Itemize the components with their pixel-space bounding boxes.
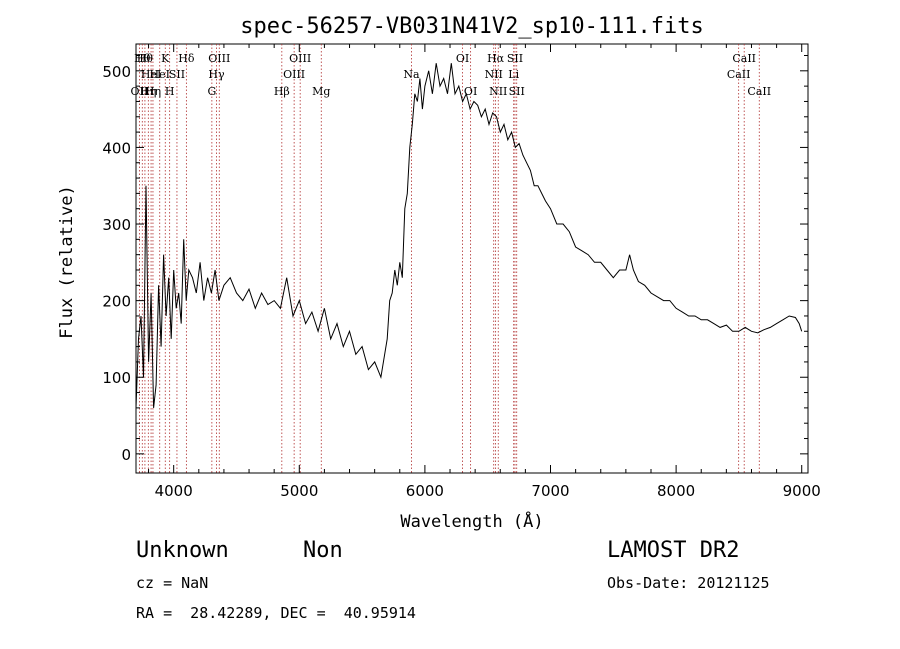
x-tick-label: 7000 <box>531 482 569 500</box>
x-tick-label: 4000 <box>155 482 193 500</box>
line-label: CaII <box>747 85 771 98</box>
line-label: Na <box>403 68 420 81</box>
line-label: OI <box>464 85 477 98</box>
line-label: SII <box>169 68 185 81</box>
line-label: H <box>165 85 175 98</box>
line-label: Hβ <box>274 85 290 98</box>
y-tick-label: 400 <box>102 139 131 157</box>
line-label: SII <box>509 85 525 98</box>
x-tick-label: 8000 <box>657 482 695 500</box>
x-tick-label: 5000 <box>280 482 318 500</box>
line-label: OIII <box>289 52 311 65</box>
line-label: Hα <box>487 52 505 65</box>
obs-date-text: Obs-Date: 20121125 <box>607 574 770 592</box>
redshift-text: cz = NaN <box>136 574 209 592</box>
line-label: OIII <box>208 52 230 65</box>
y-axis-label: Flux (relative) <box>57 185 77 339</box>
line-label: HeI <box>141 68 161 81</box>
line-label: NII <box>485 68 503 81</box>
coordinates-text: RA = 28.42289, DEC = 40.95914 <box>136 604 416 622</box>
plot-frame <box>135 43 809 474</box>
line-label: K <box>161 52 170 65</box>
line-label: Hγ <box>208 68 225 81</box>
y-tick-label: 100 <box>102 369 131 387</box>
y-tick-label: 200 <box>102 293 131 311</box>
line-label: OI <box>456 52 469 65</box>
emission-line-markers <box>138 44 760 473</box>
x-tick-label: 9000 <box>783 482 821 500</box>
chart-title: spec-56257-VB031N41V2_sp10-111.fits <box>240 14 704 39</box>
line-label: CaII <box>727 68 751 81</box>
line-label: OIII <box>283 68 305 81</box>
y-tick-label: 500 <box>102 63 131 81</box>
y-tick-label: 0 <box>121 446 131 464</box>
x-tick-label: 6000 <box>406 482 444 500</box>
x-axis-ticks: 4000 5000 6000 7000 8000 9000 <box>148 44 821 500</box>
line-label: Hδ <box>178 52 195 65</box>
line-label: Hη <box>145 85 161 98</box>
line-label: SII <box>507 52 523 65</box>
spectrum-chart: OIIHθHθHηHeIHηHeIKHSIIHδGHγOIIIHβOIIIOII… <box>57 14 821 532</box>
line-label: HeI <box>150 68 170 81</box>
x-axis-label: Wavelength (Å) <box>400 510 543 532</box>
object-class: Unknown <box>136 538 229 563</box>
survey-name: LAMOST DR2 <box>607 538 740 563</box>
y-tick-label: 300 <box>102 216 131 234</box>
line-label: Hθ <box>137 52 154 65</box>
emission-line-labels: OIIHθHθHηHeIHηHeIKHSIIHδGHγOIIIHβOIIIOII… <box>131 52 772 98</box>
line-label: Hη <box>140 85 156 98</box>
line-label: OII <box>131 85 149 98</box>
line-label: CaII <box>732 52 756 65</box>
line-label: Mg <box>312 85 330 98</box>
y-axis-ticks: 0 100 200 300 400 500 <box>102 54 808 464</box>
line-label: NII <box>489 85 507 98</box>
spectrum-line <box>135 63 803 408</box>
line-label: G <box>207 85 216 98</box>
line-label: Li <box>508 68 519 81</box>
object-subclass: Non <box>303 538 343 563</box>
